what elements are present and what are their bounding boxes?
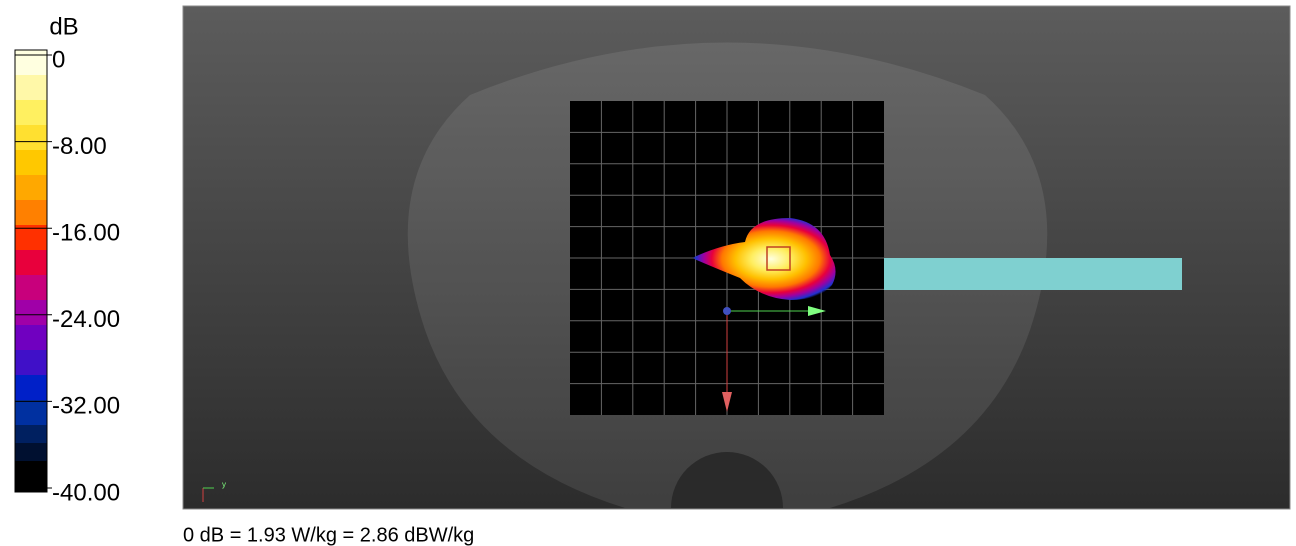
colorbar-label: -24.00 bbox=[52, 306, 120, 333]
colorbar-label: 0 bbox=[52, 46, 65, 73]
colorbar-label: -16.00 bbox=[52, 220, 120, 247]
colorbar-unit: dB bbox=[49, 13, 78, 40]
origin bbox=[723, 307, 731, 315]
sar-view: dB 0 -8.00 -16.00 -24.00 -32.00 -40.00 y 0 dB… bbox=[0, 0, 1296, 546]
colorbar-label: -40.00 bbox=[52, 479, 120, 506]
footer-note: 0 dB = 1.93 W/kg = 2.86 dBW/kg bbox=[183, 524, 474, 546]
device bbox=[884, 258, 1182, 290]
mini-axis-label: y bbox=[222, 480, 226, 489]
colorbar-label: -32.00 bbox=[52, 393, 120, 420]
colorbar bbox=[15, 50, 47, 492]
colorbar-label: -8.00 bbox=[52, 133, 107, 160]
page: dB 0 -8.00 -16.00 -24.00 -32.00 -40.00 y 0 dB… bbox=[0, 0, 1296, 546]
